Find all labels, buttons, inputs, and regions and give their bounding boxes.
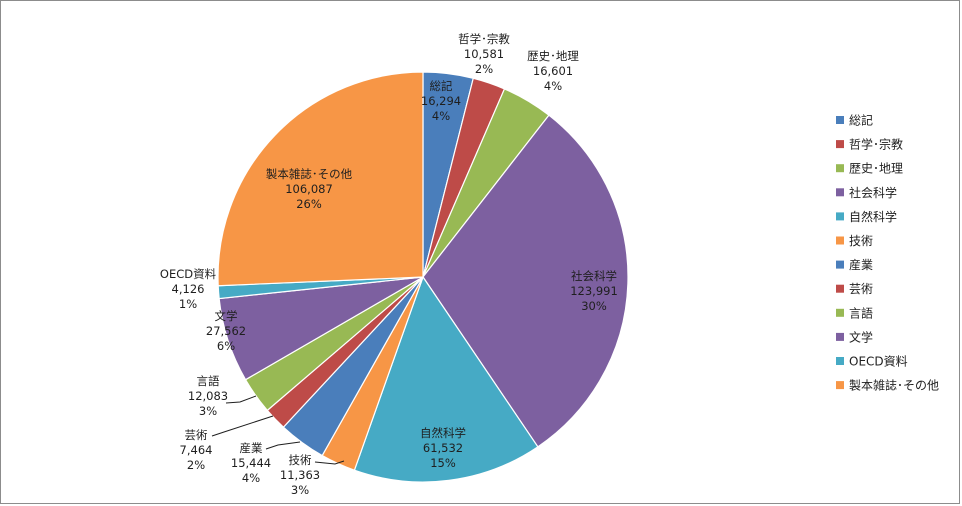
legend-label-7: 芸術 [849,282,873,296]
legend-label-2: 歴史･地理 [849,162,903,176]
data-label-11: 製本雑誌･その他 106,087 26% [266,167,353,211]
legend-label-0: 総記 [849,113,873,128]
legend-swatch-3 [836,188,844,197]
legend-label-6: 産業 [849,257,873,272]
legend-label-9: 文学 [849,329,873,344]
legend-swatch-5 [836,236,844,245]
data-label-8: 言語 12,083 3% [188,374,228,418]
data-label-0: 総記 16,294 4% [421,79,461,123]
data-label-6: 産業 15,444 4% [231,441,271,485]
leader-lines [211,395,345,465]
legend-label-1: 哲学･宗教 [849,137,903,152]
legend-label-8: 言語 [849,305,873,320]
leader-line-8 [225,395,257,404]
legend-label-4: 自然科学 [849,209,897,224]
leader-line-7 [211,415,274,437]
legend-label-10: OECD資料 [849,355,908,369]
pie-slices [217,71,629,483]
legend-swatch-2 [836,164,844,173]
data-label-3: 社会科学 123,991 30% [570,269,618,313]
data-label-2: 歴史･地理 16,601 4% [527,49,579,93]
legend-swatch-6 [836,260,844,269]
legend-swatch-4 [836,212,844,221]
legend-label-5: 技術 [849,234,873,248]
legend-label-11: 製本雑誌･その他 [849,378,939,393]
legend-swatch-11 [836,381,844,390]
legend-swatch-0 [836,116,844,124]
pie-slice-3 [422,114,629,448]
pie-slice-4 [353,275,539,483]
legend-swatch-1 [836,140,844,149]
pie-slice-11 [217,71,424,287]
legend-swatch-7 [836,284,844,293]
legend-swatch-8 [836,308,844,317]
leader-line-6 [265,441,301,450]
leader-line-5 [314,460,345,465]
data-label-9: 文学 27,562 6% [206,309,246,353]
legend-swatch-9 [836,332,844,341]
legend-label-3: 社会科学 [849,185,897,200]
data-label-7: 芸術 7,464 2% [180,428,213,472]
data-label-10: OECD資料 4,126 1% [160,267,217,311]
data-label-5: 技術 11,363 3% [280,453,320,497]
data-label-1: 哲学･宗教 10,581 2% [458,32,510,76]
data-label-4: 自然科学 61,532 15% [420,426,466,470]
legend-swatch-10 [836,357,844,365]
data-labels: 総記 16,294 4%哲学･宗教 10,581 2% 歴史･地理 16,601 4% 社会科学… [160,32,618,497]
